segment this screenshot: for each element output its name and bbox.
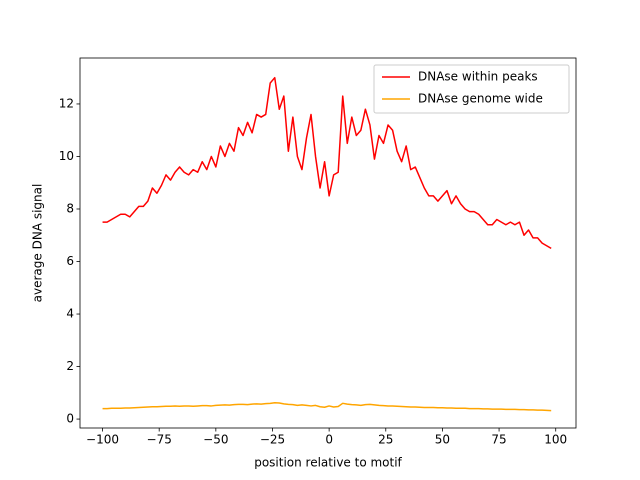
legend-box: [373, 64, 570, 114]
x-tick-label: 100: [544, 433, 567, 447]
legend-label: DNAse genome wide: [418, 92, 543, 106]
legend-label: DNAse within peaks: [418, 70, 538, 84]
y-tick-label: 2: [66, 359, 74, 373]
x-tick-label: 75: [491, 433, 506, 447]
x-tick-label: 50: [435, 433, 450, 447]
y-tick-label: 8: [66, 201, 74, 215]
series-line: [102, 402, 552, 412]
x-tick-label: −75: [147, 433, 172, 447]
x-axis-label: position relative to motif: [254, 456, 402, 470]
y-tick-label: 0: [66, 412, 74, 426]
y-axis-label: average DNA signal: [31, 184, 45, 303]
plot-frame: [79, 57, 577, 429]
x-tick-label: −100: [86, 433, 119, 447]
series-line: [102, 76, 552, 250]
y-tick-label: 4: [66, 307, 74, 321]
x-tick-label: 0: [325, 433, 333, 447]
y-tick-label: 12: [59, 96, 74, 110]
x-tick-label: 25: [378, 433, 393, 447]
y-tick-label: 6: [66, 254, 74, 268]
y-tick-label: 10: [59, 149, 74, 163]
x-tick-label: −50: [203, 433, 228, 447]
x-tick-label: −25: [260, 433, 285, 447]
